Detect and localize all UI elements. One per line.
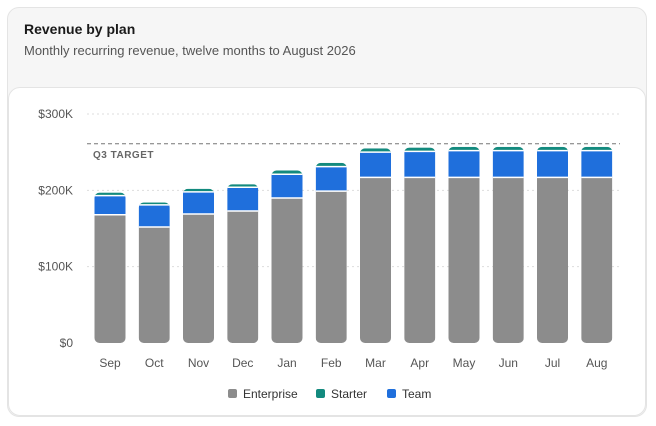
legend-label: Enterprise <box>243 387 298 401</box>
bars <box>94 146 613 343</box>
bar-stack <box>581 146 613 343</box>
x-tick-label: Jul <box>545 356 560 370</box>
bar-segment-starter <box>138 202 170 205</box>
bar-segment-team <box>537 150 568 178</box>
bar-stack <box>227 184 259 343</box>
legend-item: Enterprise <box>228 387 298 401</box>
bar-segment-enterprise <box>315 191 347 343</box>
bar-segment-team <box>492 150 524 178</box>
bar-segment-team <box>227 187 259 211</box>
bar-stack <box>492 146 524 343</box>
bar-segment-enterprise <box>360 177 391 343</box>
bar-stack <box>271 170 303 343</box>
x-tick-label: Aug <box>586 356 607 370</box>
bar-stack <box>94 192 126 343</box>
x-tick-label: May <box>453 356 476 370</box>
bar-segment-enterprise <box>227 210 259 343</box>
bar-segment-team <box>94 195 126 215</box>
bar-segment-team <box>138 204 170 227</box>
bar-segment-starter <box>227 184 259 188</box>
bar-stack <box>448 146 480 343</box>
bar-segment-team <box>315 166 347 192</box>
x-tick-label: Dec <box>232 356 253 370</box>
x-tick-label: Jun <box>499 356 518 370</box>
bar-segment-starter <box>315 162 347 167</box>
bar-segment-starter <box>537 146 568 151</box>
bar-stack <box>183 188 214 343</box>
bar-segment-starter <box>360 148 391 153</box>
bar-segment-enterprise <box>448 177 480 343</box>
chart-subtitle: Monthly recurring revenue, twelve months… <box>24 43 356 58</box>
legend-label: Starter <box>331 387 367 401</box>
bar-segment-enterprise <box>271 197 303 343</box>
x-tick-label: Oct <box>145 356 164 370</box>
y-axis-ticks: $0 $100K $200K $300K <box>38 107 73 350</box>
bar-segment-starter <box>271 170 303 175</box>
bar-segment-enterprise <box>404 177 436 343</box>
legend-item: Team <box>387 387 431 401</box>
bar-segment-team <box>183 191 214 214</box>
bar-segment-team <box>448 150 480 178</box>
bar-segment-starter <box>404 147 436 152</box>
bar-stack <box>404 147 436 343</box>
legend-swatch <box>228 389 237 398</box>
bar-segment-starter <box>183 188 214 192</box>
bar-segment-starter <box>492 146 524 151</box>
x-tick-label: Sep <box>99 356 121 370</box>
bar-segment-starter <box>94 192 126 196</box>
bar-segment-enterprise <box>492 177 524 343</box>
y-tick-label: $100K <box>38 260 73 274</box>
bar-segment-team <box>581 150 613 178</box>
y-tick-label: $0 <box>60 336 74 350</box>
bar-segment-enterprise <box>183 213 214 343</box>
x-axis-ticks: Sep Oct Nov Dec Jan Feb Mar Apr May Jun Jul Aug <box>99 356 607 370</box>
bar-stack <box>537 146 568 343</box>
bar-stack <box>138 202 170 343</box>
bar-segment-enterprise <box>537 177 568 343</box>
target-label: Q3 TARGET <box>93 150 154 161</box>
x-tick-label: Apr <box>410 356 429 370</box>
grid-lines <box>87 113 620 268</box>
legend-item: Starter <box>316 387 367 401</box>
bar-segment-enterprise <box>94 214 126 343</box>
legend: Enterprise Starter Team <box>228 387 431 401</box>
x-tick-label: Jan <box>277 356 296 370</box>
legend-swatch <box>387 389 396 398</box>
bar-segment-enterprise <box>138 226 170 343</box>
annotations: Q3 TARGET <box>87 143 620 161</box>
bar-stack <box>360 148 391 343</box>
legend-swatch <box>316 389 325 398</box>
y-tick-label: $300K <box>38 107 73 121</box>
legend-label: Team <box>402 387 431 401</box>
bar-segment-team <box>271 174 303 198</box>
x-tick-label: Feb <box>321 356 342 370</box>
bar-segment-enterprise <box>581 177 613 343</box>
chart-title: Revenue by plan <box>24 21 136 37</box>
bar-segment-team <box>404 151 436 178</box>
bar-segment-starter <box>448 146 480 151</box>
x-tick-label: Mar <box>365 356 386 370</box>
bar-segment-team <box>360 152 391 178</box>
x-tick-label: Nov <box>188 356 209 370</box>
y-tick-label: $200K <box>38 183 73 197</box>
bar-stack <box>315 162 347 343</box>
bar-segment-starter <box>581 146 613 151</box>
